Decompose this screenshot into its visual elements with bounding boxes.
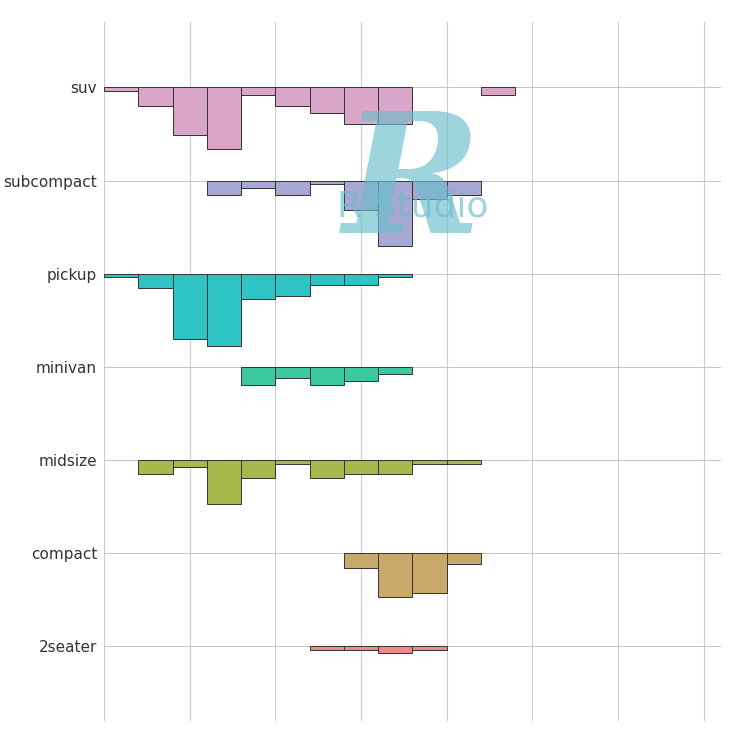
Bar	[241, 88, 276, 95]
Bar	[241, 273, 276, 299]
Bar	[172, 273, 207, 339]
Bar	[276, 181, 310, 195]
Bar	[207, 181, 241, 195]
Bar	[344, 367, 378, 381]
Bar	[378, 367, 412, 374]
Bar	[276, 367, 310, 377]
Bar	[378, 273, 412, 277]
Bar	[310, 367, 344, 385]
Bar	[447, 181, 481, 195]
Bar	[378, 460, 412, 475]
Bar	[447, 553, 481, 564]
Bar	[310, 88, 344, 113]
Bar	[172, 88, 207, 134]
Bar	[241, 367, 276, 385]
Bar	[344, 273, 378, 285]
Bar	[378, 646, 412, 654]
Bar	[241, 460, 276, 478]
Bar	[138, 460, 172, 475]
Bar	[104, 88, 138, 91]
Bar	[310, 646, 344, 650]
Text: R Studio: R Studio	[337, 190, 488, 224]
Bar	[412, 646, 447, 650]
Bar	[207, 88, 241, 149]
Bar	[412, 553, 447, 593]
Bar	[412, 460, 447, 464]
Bar	[344, 553, 378, 568]
Bar	[138, 88, 172, 106]
Bar	[241, 181, 276, 188]
Bar	[172, 460, 207, 467]
Bar	[447, 460, 481, 464]
Bar	[276, 460, 310, 464]
Bar	[378, 88, 412, 124]
Text: R: R	[343, 106, 481, 267]
Bar	[310, 273, 344, 285]
Bar	[344, 181, 378, 210]
Bar	[344, 646, 378, 650]
Bar	[276, 273, 310, 296]
Bar	[207, 460, 241, 504]
Bar	[310, 181, 344, 184]
Bar	[344, 460, 378, 475]
Bar	[344, 88, 378, 124]
Bar	[378, 553, 412, 597]
Bar	[412, 181, 447, 199]
Bar	[104, 273, 138, 277]
Bar	[378, 181, 412, 246]
Bar	[481, 88, 515, 95]
Bar	[207, 273, 241, 346]
Bar	[310, 460, 344, 478]
Bar	[276, 88, 310, 106]
Bar	[138, 273, 172, 288]
